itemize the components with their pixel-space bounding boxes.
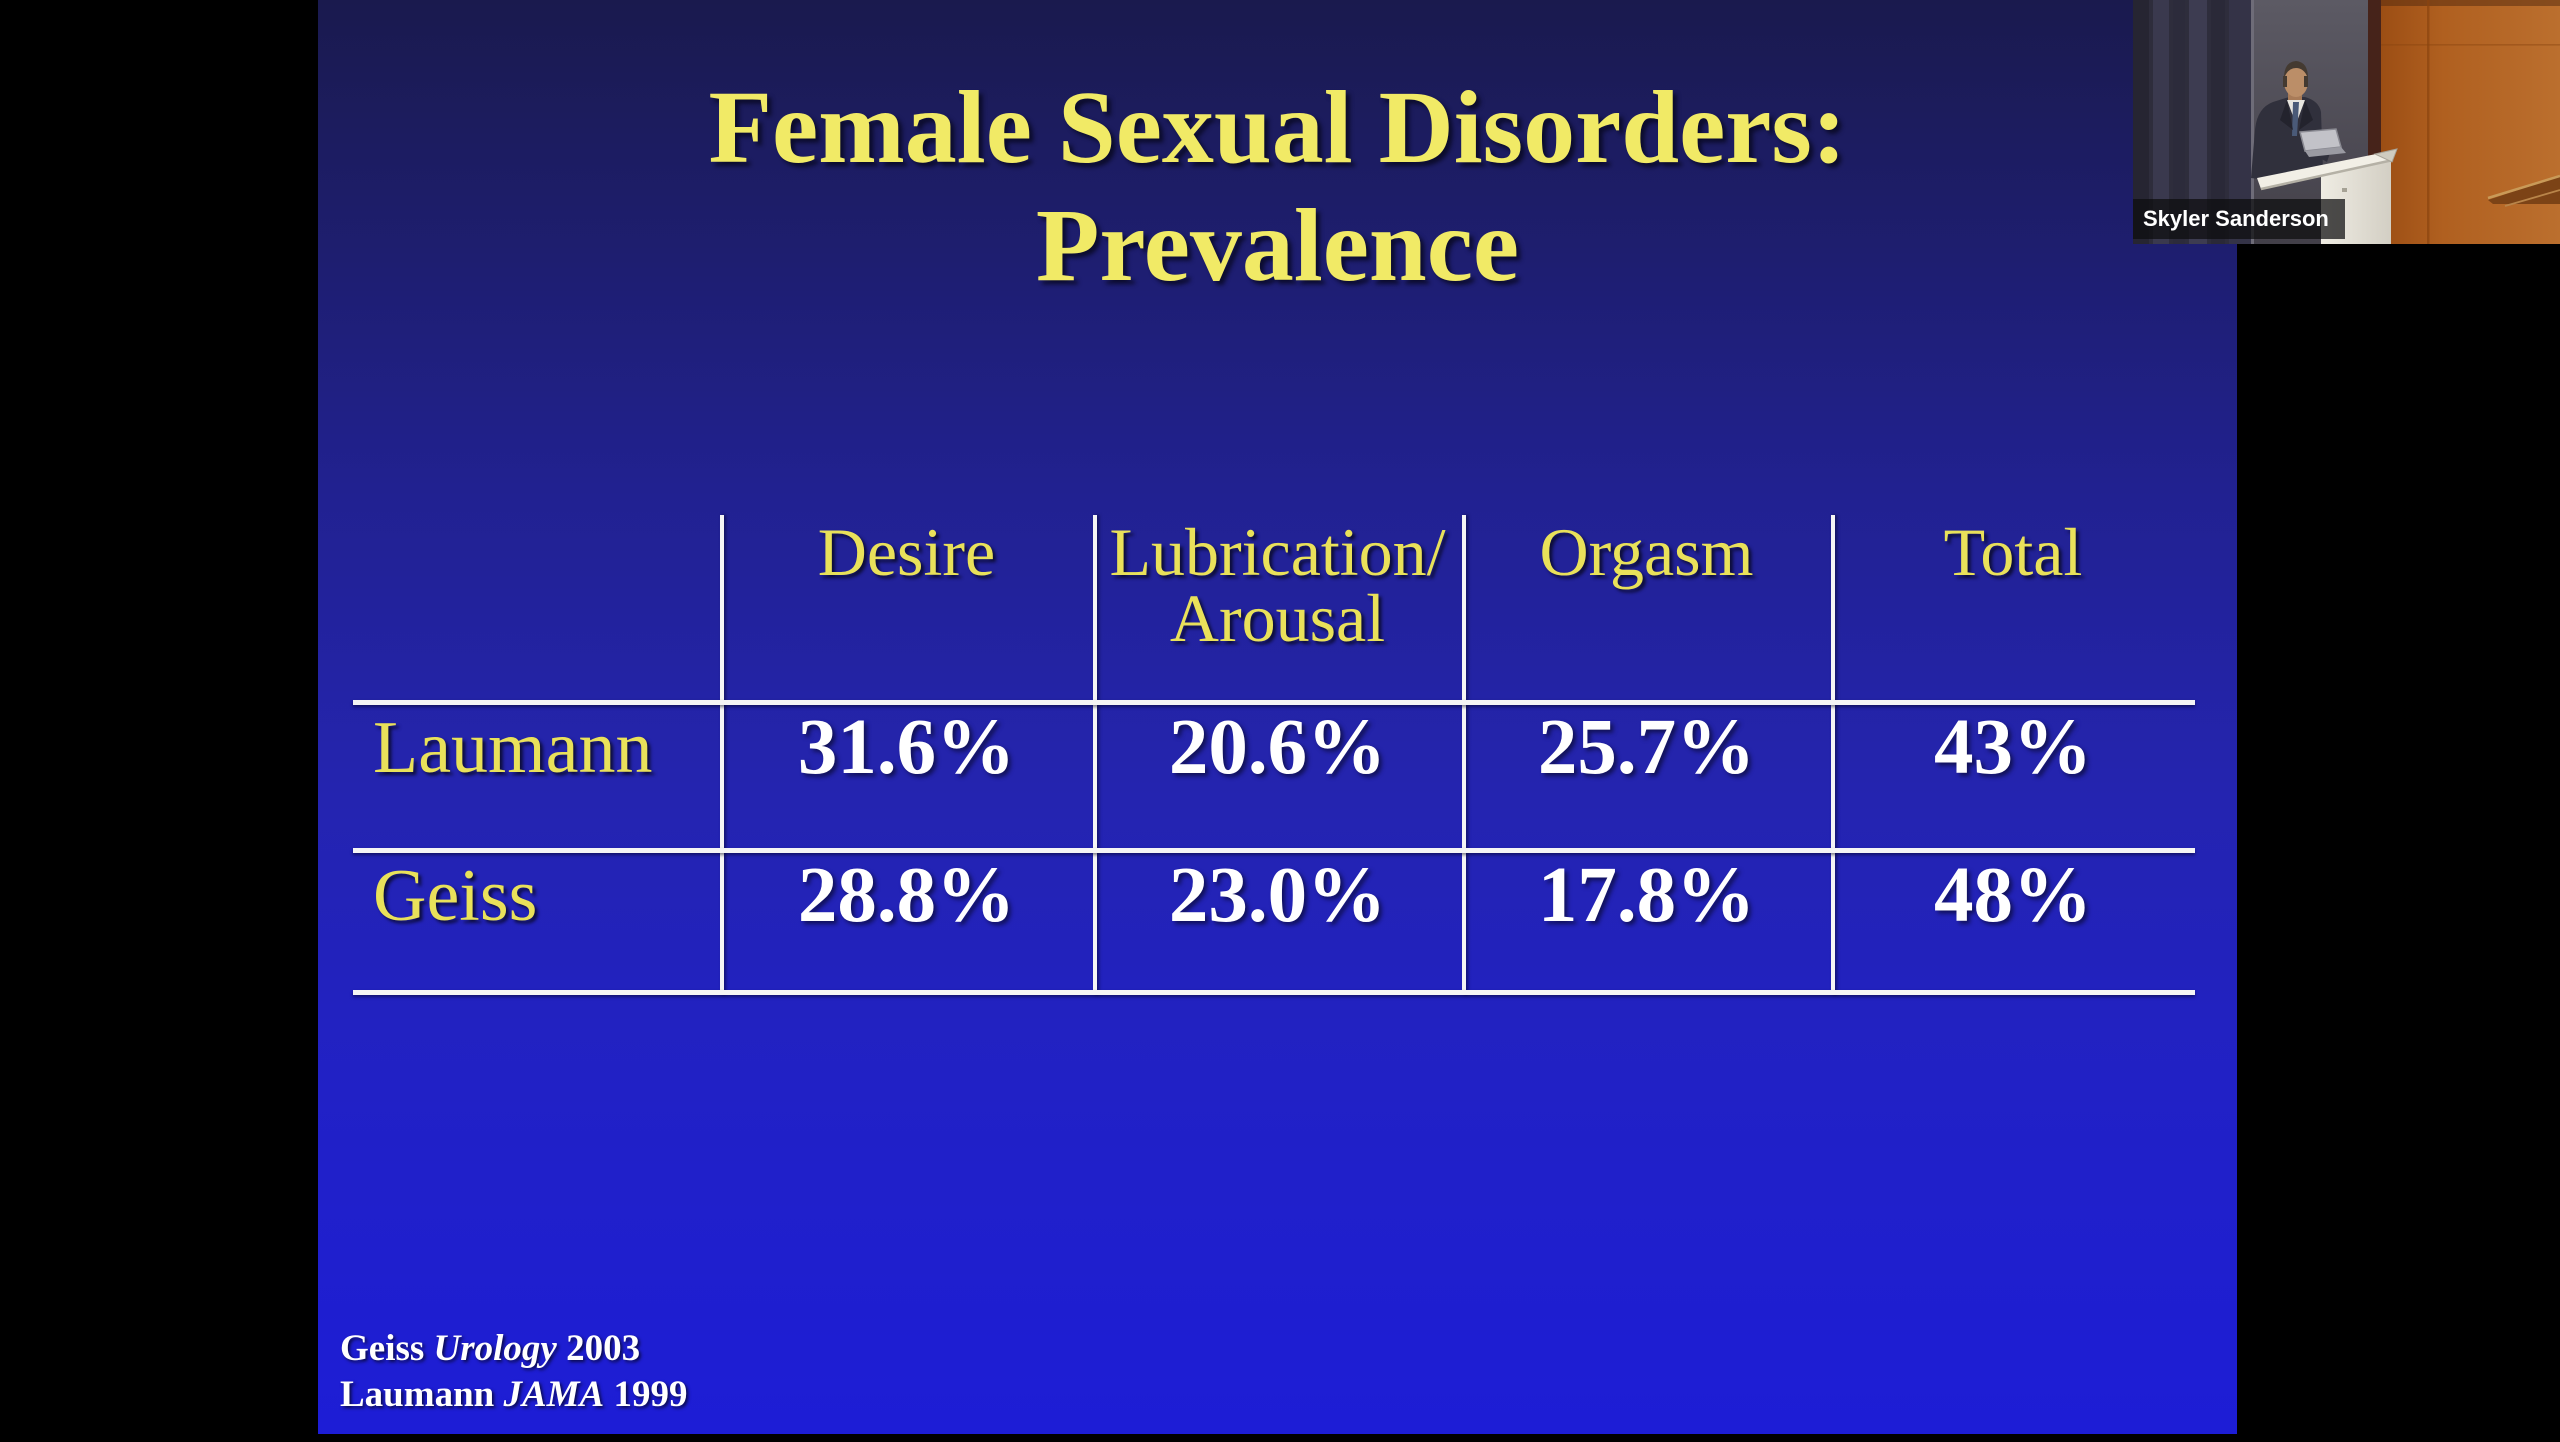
table-hline-2 xyxy=(353,848,2195,853)
column-header-desire: Desire xyxy=(817,514,996,590)
slide-title-line1: Female Sexual Disorders: xyxy=(708,70,1847,185)
slide-title-line2: Prevalence xyxy=(1035,188,1520,303)
table-cell: 48% xyxy=(1934,852,2092,939)
citation-journal: Urology xyxy=(433,1328,557,1369)
citation-author: Laumann xyxy=(340,1374,495,1415)
table-cell: 31.6% xyxy=(797,704,1016,791)
speaker-video-thumbnail[interactable]: Skyler Sanderson xyxy=(2133,0,2560,244)
speaker-name-label: Skyler Sanderson xyxy=(2133,199,2345,239)
row-label-laumann: Laumann xyxy=(373,706,653,789)
table-vline-2 xyxy=(1093,515,1097,995)
table-vline-4 xyxy=(1831,515,1835,995)
table-cell: 17.8% xyxy=(1537,852,1756,939)
table-cell: 25.7% xyxy=(1537,704,1756,791)
column-header-orgasm: Orgasm xyxy=(1539,514,1754,590)
citation-author: Geiss xyxy=(340,1328,425,1369)
table-cell: 43% xyxy=(1934,704,2092,791)
row-label-geiss: Geiss xyxy=(373,854,538,937)
citation-laumann: Laumann JAMA 1999 xyxy=(340,1372,688,1418)
table-cell: 20.6% xyxy=(1168,704,1387,791)
table-hline-1 xyxy=(353,700,2195,705)
column-header-total: Total xyxy=(1943,514,2083,590)
table-cell: 23.0% xyxy=(1168,852,1387,939)
citation-year: 2003 xyxy=(566,1328,641,1369)
speaker-name-text: Skyler Sanderson xyxy=(2143,206,2329,231)
citation-journal: JAMA xyxy=(503,1374,605,1415)
citations: Geiss Urology 2003 Laumann JAMA 1999 xyxy=(340,1326,688,1418)
table-cell: 28.8% xyxy=(797,852,1016,939)
slide-title: Female Sexual Disorders: Prevalence xyxy=(318,69,2237,305)
presentation-slide: Female Sexual Disorders: Prevalence Desi… xyxy=(318,0,2237,1434)
citation-year: 1999 xyxy=(613,1374,688,1415)
citation-geiss: Geiss Urology 2003 xyxy=(340,1326,688,1372)
table-vline-3 xyxy=(1462,515,1466,995)
column-header-lubrication: Lubrication/ Arousal xyxy=(1109,514,1446,656)
table-hline-3 xyxy=(353,990,2195,995)
table-vline-1 xyxy=(720,515,724,995)
